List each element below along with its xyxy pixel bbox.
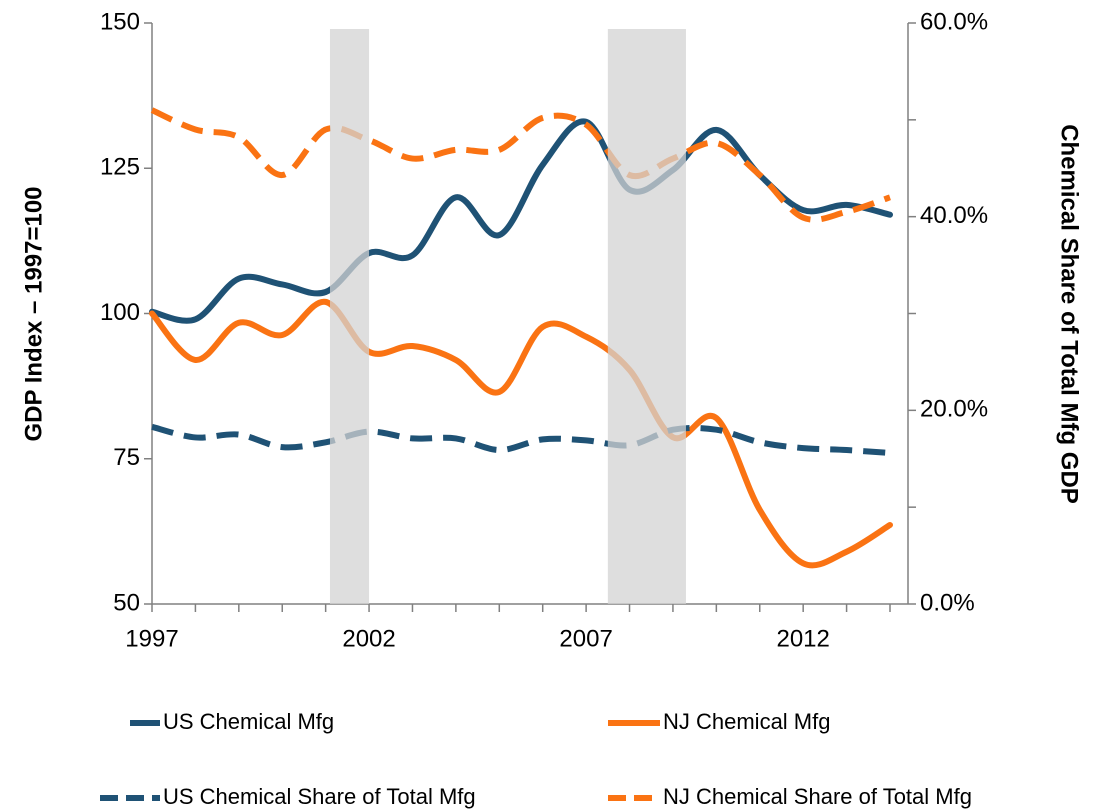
y-axis-label: GDP Index – 1997=100 <box>20 186 47 441</box>
legend-label: US Chemical Mfg <box>163 709 334 734</box>
series-line <box>150 107 891 223</box>
x-tick-label: 2007 <box>559 625 612 652</box>
series-line <box>149 298 893 569</box>
x-tick-label: 1997 <box>125 625 178 652</box>
y2-tick-label: 0.0% <box>920 589 975 616</box>
y-tick-label: 125 <box>100 154 140 181</box>
y-tick-label: 150 <box>100 8 140 35</box>
y2-axis-label: Chemical Share of Total Mfg GDP <box>1056 124 1083 504</box>
y2-tick-label: 40.0% <box>920 202 988 229</box>
x-tick-label: 2002 <box>342 625 395 652</box>
shaded-range <box>329 29 370 604</box>
series-line <box>151 423 891 456</box>
legend-label: NJ Chemical Mfg <box>663 709 830 734</box>
y-tick-label: 50 <box>113 589 140 616</box>
legend-label: NJ Chemical Share of Total Mfg <box>663 784 972 809</box>
legend-label: US Chemical Share of Total Mfg <box>163 784 476 809</box>
shaded-range <box>607 29 686 604</box>
x-tick-label: 2012 <box>776 625 829 652</box>
y2-tick-label: 60.0% <box>920 8 988 35</box>
y-tick-label: 75 <box>113 444 140 471</box>
y-tick-label: 100 <box>100 299 140 326</box>
series-line <box>149 118 893 324</box>
y2-tick-label: 20.0% <box>920 396 988 423</box>
